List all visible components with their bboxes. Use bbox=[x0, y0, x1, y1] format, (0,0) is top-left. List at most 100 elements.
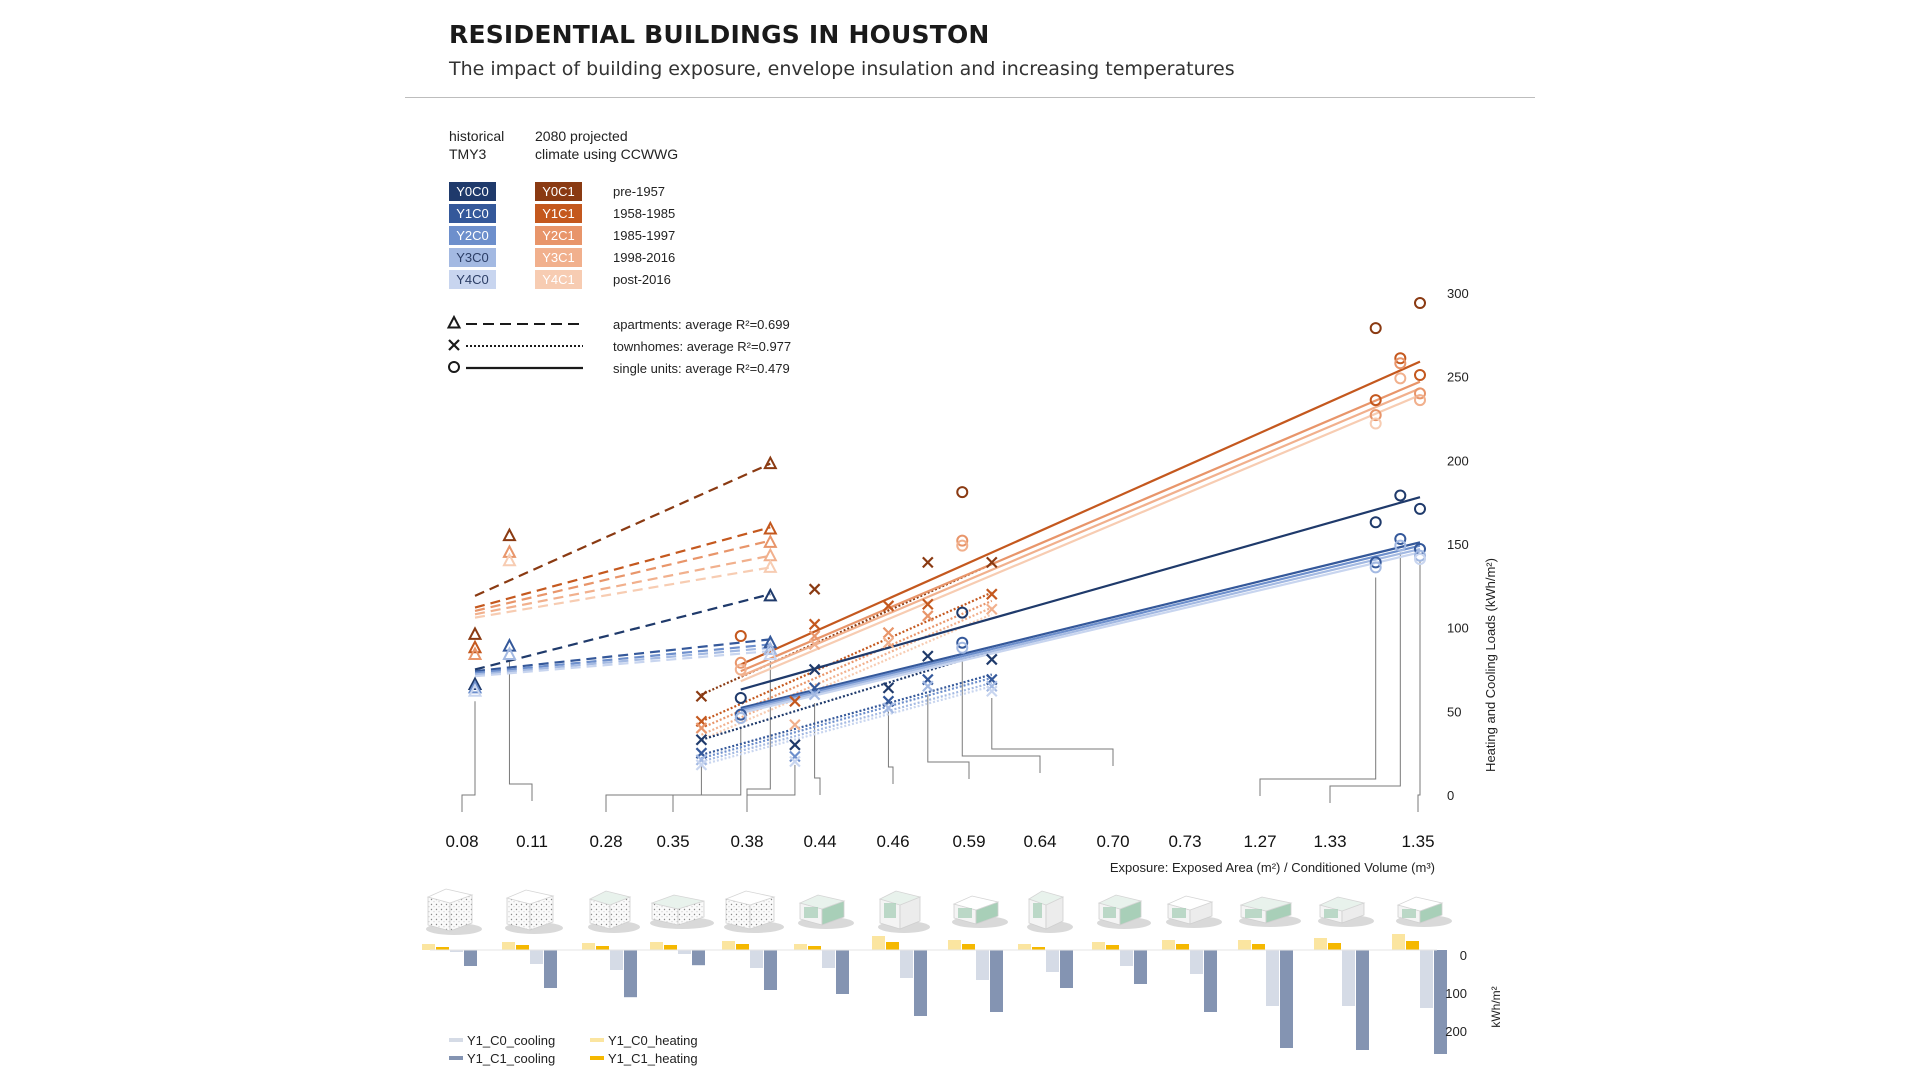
building-thumbnails bbox=[426, 888, 1452, 935]
data-point-triangle bbox=[763, 455, 778, 470]
trend-line-apartments-y1c1 bbox=[474, 526, 771, 609]
marker-stroke bbox=[882, 702, 895, 714]
y-tick-label: 0 bbox=[1447, 788, 1454, 803]
marker-stroke bbox=[986, 680, 998, 693]
data-point-circle bbox=[1369, 417, 1382, 430]
y-tick-label: 200 bbox=[1447, 453, 1469, 468]
bar-y1-c1-cooling bbox=[1434, 950, 1447, 1054]
bar-y1-c1-heating bbox=[886, 942, 899, 950]
marker-stroke bbox=[922, 556, 934, 569]
legend-circle-marker bbox=[448, 361, 460, 373]
bar-y1-c1-heating bbox=[664, 945, 677, 950]
marker-stroke bbox=[922, 650, 934, 662]
legend-swatch-y4c1 bbox=[535, 270, 582, 289]
y-tick-label: 50 bbox=[1447, 704, 1461, 719]
legend-tmy3-heading: TMY3 bbox=[449, 146, 487, 162]
building-panel bbox=[1172, 908, 1186, 918]
data-points bbox=[467, 297, 1426, 771]
marker-stroke bbox=[448, 339, 460, 351]
legend-swatch-label: Y4C0 bbox=[456, 272, 489, 287]
data-point-circle bbox=[1369, 516, 1382, 529]
marker-stroke bbox=[986, 588, 998, 600]
x-tick-label: 0.64 bbox=[1023, 832, 1056, 851]
legend-projected-heading: 2080 projected bbox=[535, 128, 628, 144]
bar-y1-c1-cooling bbox=[464, 950, 477, 966]
trend-line-single-units-y4c1 bbox=[740, 394, 1421, 683]
bar-y1-c1-cooling bbox=[914, 950, 927, 1016]
bar-y1-c1-cooling bbox=[1356, 950, 1369, 1050]
data-point-circle bbox=[1414, 394, 1426, 407]
marker-stroke bbox=[986, 685, 998, 698]
bar-y1-c0-cooling bbox=[1266, 950, 1279, 1006]
bar-y1-c0-cooling bbox=[1342, 950, 1355, 1006]
building-panel bbox=[884, 903, 896, 918]
data-point-cross bbox=[789, 718, 801, 731]
legend-period-label: 1958-1985 bbox=[613, 206, 675, 221]
data-point-cross bbox=[986, 556, 998, 569]
bar-y1-c1-heating bbox=[808, 946, 821, 950]
data-point-cross bbox=[882, 600, 895, 612]
bar-y1-c0-cooling bbox=[1120, 950, 1133, 966]
marker-stroke bbox=[695, 690, 708, 703]
guide-line bbox=[1329, 552, 1401, 803]
data-point-circle bbox=[1394, 532, 1407, 545]
marker-stroke bbox=[695, 759, 708, 771]
marker-stroke bbox=[789, 755, 801, 768]
building-roof bbox=[650, 894, 705, 910]
marker-stroke bbox=[882, 626, 895, 639]
data-point-cross bbox=[922, 610, 934, 622]
building-panel bbox=[1402, 909, 1416, 918]
x-tick-label: 0.73 bbox=[1168, 832, 1201, 851]
guide-line bbox=[746, 764, 796, 812]
building-thumbnail bbox=[588, 890, 640, 933]
building-thumbnail bbox=[650, 894, 714, 929]
marker-stroke bbox=[789, 695, 801, 708]
marker-stroke bbox=[882, 600, 895, 612]
legend-swatch-y4c0 bbox=[449, 270, 496, 289]
marker-stroke bbox=[789, 718, 801, 731]
data-point-cross bbox=[695, 734, 708, 746]
legend-swatch-y1c0 bbox=[449, 204, 496, 223]
data-point-circle bbox=[1394, 352, 1407, 365]
bar-y1-c0-cooling bbox=[900, 950, 913, 978]
bar-y1-c1-heating bbox=[436, 947, 449, 950]
data-point-circle bbox=[1414, 502, 1426, 515]
building-thumbnail bbox=[798, 894, 854, 929]
building-thumbnail bbox=[505, 889, 563, 934]
marker-stroke bbox=[808, 688, 821, 701]
legend-swatch-label: Y1C1 bbox=[542, 206, 575, 221]
building-panel bbox=[1103, 907, 1116, 918]
bar-y1-c0-heating bbox=[502, 942, 515, 950]
building-panel bbox=[804, 907, 818, 918]
legend-historical-heading: historical bbox=[449, 128, 504, 144]
title-divider bbox=[405, 97, 1535, 98]
guide-line bbox=[461, 701, 476, 812]
guide-lines bbox=[461, 552, 1421, 812]
building-panel bbox=[1033, 903, 1042, 918]
legend-period-label: post-2016 bbox=[613, 272, 671, 287]
guide-line bbox=[1417, 560, 1421, 812]
x-tick-label: 1.35 bbox=[1401, 832, 1434, 851]
guide-line bbox=[961, 661, 1041, 773]
marker-stroke bbox=[922, 680, 934, 693]
trend-line-single-units-y4c0 bbox=[740, 551, 1421, 715]
data-point-triangle bbox=[763, 587, 778, 602]
bar-legend-label: Y1_C0_heating bbox=[608, 1033, 698, 1048]
y-axis-title: Heating and Cooling Loads (kWh/m²) bbox=[1483, 558, 1498, 772]
legend-swatch-label: Y2C1 bbox=[542, 228, 575, 243]
data-point-cross bbox=[882, 636, 895, 649]
building-roof bbox=[588, 890, 632, 906]
bar-legend-label: Y1_C0_cooling bbox=[467, 1033, 555, 1048]
x-tick-label: 0.70 bbox=[1096, 832, 1129, 851]
building-thumbnail bbox=[878, 890, 930, 933]
marker-stroke bbox=[882, 682, 895, 694]
bar-y1-c1-heating bbox=[1252, 944, 1265, 950]
building-thumbnail bbox=[1318, 896, 1374, 927]
bar-y1-c0-cooling bbox=[610, 950, 623, 970]
legend-swatch-label: Y0C1 bbox=[542, 184, 575, 199]
marker-stroke bbox=[808, 630, 821, 642]
bar-y1-c1-cooling bbox=[544, 950, 557, 988]
marker-stroke bbox=[789, 739, 801, 751]
bar-y1-c0-heating bbox=[1162, 940, 1175, 950]
